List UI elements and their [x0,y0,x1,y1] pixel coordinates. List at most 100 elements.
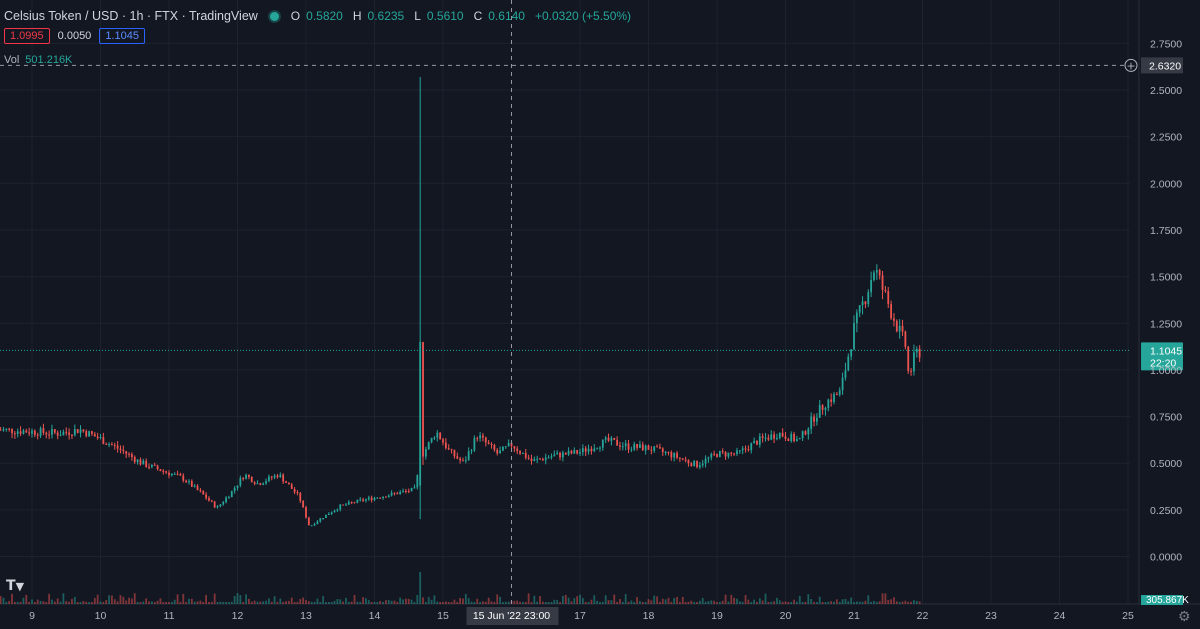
volume-bar [861,601,864,604]
sell-button[interactable]: 1.0995 [4,28,50,44]
candle-body [687,459,690,464]
volume-bar [36,599,39,604]
volume-bar [88,602,90,604]
volume-label[interactable]: Vol [4,54,20,66]
volume-bar [322,596,325,604]
volume-bar [436,601,439,604]
candle-body [567,450,570,455]
candle-body [399,491,402,495]
volume-bar [573,598,576,604]
last-price-label-bg [1141,342,1183,371]
volume-bar [253,600,256,604]
buy-button[interactable]: 1.1045 [99,28,145,44]
crosshair-x-label-bg [466,607,559,625]
candle-body [439,432,442,440]
candle-body [287,483,290,485]
price-axis[interactable]: 2.7500 2.5000 2.2500 2.0000 1.7500 1.5000 1.25… [1150,38,1182,563]
volume-bar [205,594,208,604]
tradingview-logo-icon[interactable]: T▼ [6,578,25,594]
candle-body [482,435,484,438]
candle-body [325,514,327,519]
candle-body [473,438,476,451]
candle-body [550,456,553,458]
candle-body [433,437,436,439]
candle-body [519,451,521,454]
candle-body [664,451,667,453]
symbol-title[interactable]: Celsius Token / USD · 1h · FTX · Trading… [4,9,258,23]
volume-bar [818,596,821,604]
volume-bar [753,599,756,604]
volume-bar [470,601,473,604]
volume-bar [111,595,113,604]
candle-body [248,474,250,477]
volume-bar [245,594,247,604]
ohlc-open-value: 0.5820 [306,9,343,23]
candle-body [193,485,196,487]
volume-bar [670,601,673,604]
volume-bar [764,593,767,604]
x-tick-label: 19 [711,610,723,622]
volume-bar [402,599,404,604]
volume-bar [133,593,136,604]
volume-bar [867,595,870,604]
y-tick-label: 0.2500 [1150,505,1182,517]
volume-bar [208,601,210,604]
volume-bar [678,601,681,604]
candle-body [33,430,36,435]
volume-bar [596,600,599,604]
candle-body [639,444,641,448]
candle-body [544,457,547,461]
volume-bar [724,594,727,604]
y-tick-label: 0.5000 [1150,458,1182,470]
gear-icon[interactable]: ⚙ [1178,608,1191,624]
candle-body [718,451,721,457]
y-tick-label: 2.7500 [1150,38,1182,50]
candle-body [273,475,276,478]
candle-body [453,449,456,457]
candle-body [270,476,273,478]
volume-bar [336,598,339,604]
volume-bar [202,601,205,604]
volume-bar [590,599,593,604]
candle-body [630,449,633,451]
candle-body [91,431,93,435]
candle-body [835,394,838,396]
candle-body [179,474,182,476]
candle-body [738,450,741,452]
candle-body [450,449,453,451]
candle-body [416,475,419,488]
volume-bar [850,597,853,604]
y-tick-label: 1.2500 [1150,318,1182,330]
volume-bar [493,601,496,604]
volume-bar [875,601,878,604]
candle-body [62,431,65,436]
x-tick-label: 25 [1122,610,1134,622]
volume-bar [213,593,216,604]
x-tick-label: 23 [985,610,997,622]
candle-body [396,493,399,495]
volume-bar [810,598,813,604]
volume-bar [844,598,847,604]
volume-bar [504,601,507,604]
candle-body [895,320,898,332]
candle-body [596,448,599,450]
candle-body [430,437,433,443]
candle-body [676,453,678,458]
volume-bar [259,601,262,604]
candle-body [855,312,858,324]
volume-bar [379,600,382,604]
candle-body [402,490,404,492]
volume-bar [410,599,413,604]
volume-bar [507,601,510,604]
volume-bar [256,601,259,604]
candle-body [68,432,71,435]
time-axis[interactable]: 9 10 11 12 13 14 15 17 18 19 20 21 22 23 24 25 [29,610,1134,622]
volume-bar [918,601,921,604]
candle-body [319,518,322,522]
volume-bar [102,601,105,604]
candle-body [410,487,413,492]
candle-body [48,434,51,436]
volume-bar [279,598,282,604]
volume-bar [784,601,787,604]
